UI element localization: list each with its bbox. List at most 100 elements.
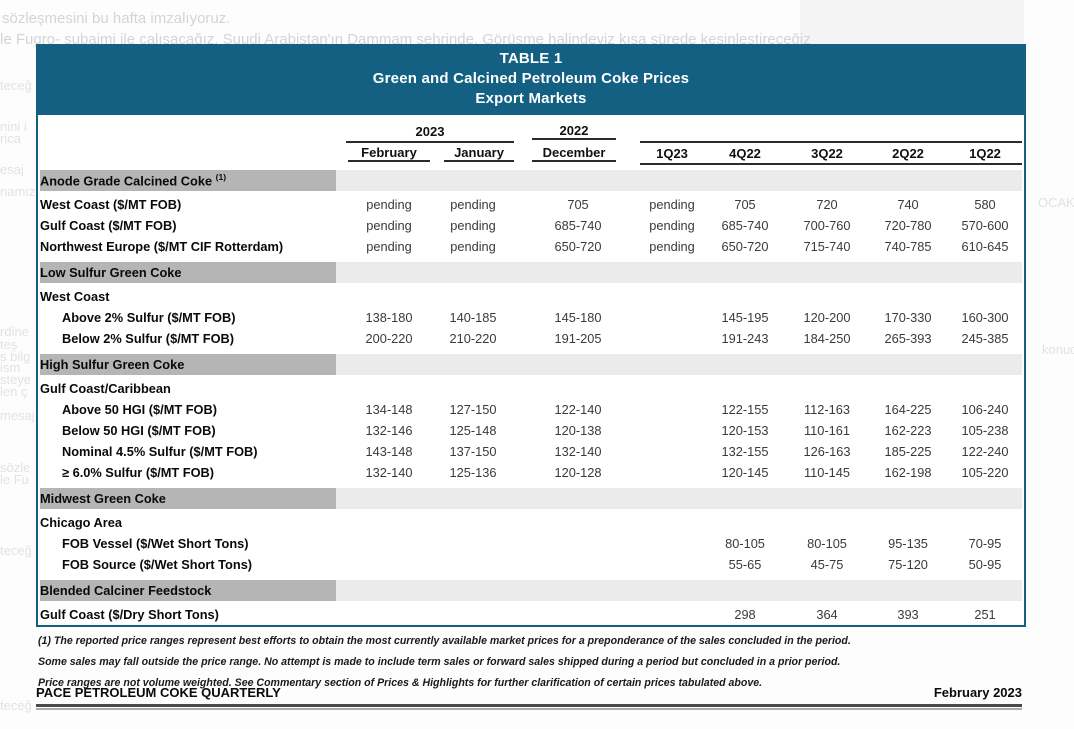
- price-cell: 162-223: [884, 423, 932, 438]
- price-cell: [640, 328, 704, 349]
- ghost-text-fragment: rdine: [0, 324, 29, 339]
- price-cell: 650-720: [721, 239, 769, 254]
- price-cell: 145-195: [721, 310, 769, 325]
- price-cell: [640, 604, 704, 625]
- price-cell: 138-180: [365, 310, 413, 325]
- section-header: Anode Grade Calcined Coke (1): [40, 170, 346, 191]
- price-cell: 705: [734, 197, 756, 212]
- price-cell: [432, 604, 514, 625]
- footnote-line: (1) The reported price ranges represent …: [38, 635, 851, 647]
- price-cell: 143-148: [365, 444, 413, 459]
- table-row: West Coast ($/MT FOB) pending pending 705 pe…: [40, 194, 1022, 215]
- ghost-text-fragment: ism: [0, 360, 21, 375]
- table-row: Above 50 HGI ($/MT FOB) 134-148 127-150 122…: [40, 399, 1022, 420]
- price-cell: 164-225: [884, 402, 932, 417]
- footer-rule-dark: [36, 704, 1022, 707]
- price-cell: [868, 286, 948, 307]
- section-band: High Sulfur Green Coke: [40, 354, 1023, 375]
- row-label: Chicago Area: [40, 515, 123, 530]
- price-cell: [640, 441, 704, 462]
- table-row: Below 50 HGI ($/MT FOB) 132-146 125-148 120…: [40, 420, 1022, 441]
- price-cell: [640, 286, 704, 307]
- section-header: Low Sulfur Green Coke: [40, 262, 346, 283]
- price-cell: [704, 286, 786, 307]
- price-cell: [532, 286, 624, 307]
- price-cell: [786, 378, 868, 399]
- price-cell: 120-145: [721, 465, 769, 480]
- column-header-4q22: 4Q22: [704, 142, 787, 165]
- price-cell: [640, 462, 704, 483]
- price-cell: [532, 533, 624, 554]
- table-row: FOB Vessel ($/Wet Short Tons) 80-105 80-10…: [40, 533, 1022, 554]
- price-cell: 610-645: [961, 239, 1009, 254]
- column-header-1q23: 1Q23: [640, 142, 705, 165]
- year-2023-header: 2023: [346, 121, 515, 143]
- price-cell: 132-140: [365, 465, 413, 480]
- footer-rule-gray: [36, 708, 1022, 710]
- row-label: Above 2% Sulfur ($/MT FOB): [62, 310, 236, 325]
- price-cell: 191-243: [721, 331, 769, 346]
- table-row: Chicago Area: [40, 512, 1022, 533]
- price-cell: 162-198: [884, 465, 932, 480]
- row-label: Gulf Coast ($/Dry Short Tons): [40, 607, 219, 622]
- row-label: FOB Vessel ($/Wet Short Tons): [62, 536, 249, 551]
- price-cell: 106-240: [961, 402, 1009, 417]
- table-row: West Coast: [40, 286, 1022, 307]
- row-label: ≥ 6.0% Sulfur ($/MT FOB): [62, 465, 215, 480]
- price-cell: 137-150: [449, 444, 497, 459]
- table-row: Gulf Coast ($/Dry Short Tons) 298 364 393 25…: [40, 604, 1022, 625]
- ghost-text-fragment: mesaj: [0, 408, 35, 423]
- year-2022-header: 2022: [532, 121, 624, 142]
- price-cell: pending: [450, 239, 496, 254]
- price-cell: [704, 512, 786, 533]
- price-cell: [532, 378, 624, 399]
- ghost-text-fragment: le Fu: [0, 472, 29, 487]
- price-cell: 145-180: [554, 310, 602, 325]
- price-cell: 134-148: [365, 402, 413, 417]
- price-cell: [432, 533, 514, 554]
- price-cell: 570-600: [961, 218, 1009, 233]
- price-cell: 200-220: [365, 331, 413, 346]
- price-cell: 265-393: [884, 331, 932, 346]
- price-cell: [786, 512, 868, 533]
- row-label: FOB Source ($/Wet Short Tons): [62, 557, 253, 572]
- price-cell: 122-140: [554, 402, 602, 417]
- price-cell: [346, 378, 432, 399]
- price-cell: [948, 286, 1022, 307]
- price-cell: [948, 512, 1022, 533]
- price-cell: 245-385: [961, 331, 1009, 346]
- price-cell: pending: [649, 197, 695, 212]
- table-title-band: TABLE 1 Green and Calcined Petroleum Cok…: [38, 46, 1024, 115]
- price-cell: [346, 286, 432, 307]
- price-cell: [640, 533, 704, 554]
- price-cell: [532, 554, 624, 575]
- price-cell: 120-128: [554, 465, 602, 480]
- row-label: Above 50 HGI ($/MT FOB): [62, 402, 217, 417]
- table-row: Above 2% Sulfur ($/MT FOB) 138-180 140-185…: [40, 307, 1022, 328]
- footnote-line: Price ranges are not volume weighted. Se…: [38, 677, 763, 689]
- price-cell: 70-95: [968, 536, 1002, 551]
- table-subtitle: Export Markets: [475, 90, 587, 107]
- column-header-2q22: 2Q22: [868, 142, 949, 165]
- row-label: Gulf Coast/Caribbean: [40, 381, 171, 396]
- price-cell: 720-780: [884, 218, 932, 233]
- price-cell: [640, 378, 704, 399]
- table-row: Nominal 4.5% Sulfur ($/MT FOB) 143-148 137…: [40, 441, 1022, 462]
- table-row: Northwest Europe ($/MT CIF Rotterdam) pen…: [40, 236, 1022, 257]
- price-cell: 105-220: [961, 465, 1009, 480]
- column-header-1q22: 1Q22: [948, 142, 1023, 165]
- row-label: Nominal 4.5% Sulfur ($/MT FOB): [62, 444, 258, 459]
- ghost-text-fragment: OCAKER: [1038, 195, 1074, 210]
- price-cell: 132-155: [721, 444, 769, 459]
- table-row: Gulf Coast/Caribbean: [40, 378, 1022, 399]
- price-cell: pending: [450, 218, 496, 233]
- price-cell: 110-161: [804, 423, 851, 438]
- price-cell: pending: [649, 239, 695, 254]
- row-label: Below 2% Sulfur ($/MT FOB): [62, 331, 235, 346]
- price-cell: 160-300: [961, 310, 1009, 325]
- price-cell: 122-240: [961, 444, 1009, 459]
- price-cell: [704, 378, 786, 399]
- issue-date: February 2023: [933, 685, 1022, 700]
- price-cell: 170-330: [884, 310, 932, 325]
